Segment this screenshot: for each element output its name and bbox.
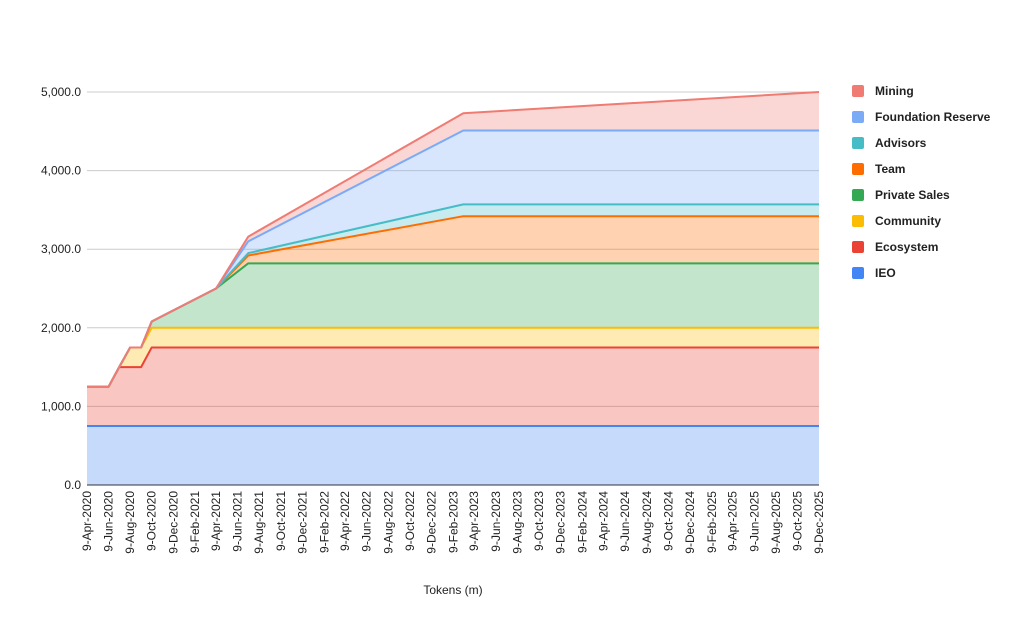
- area-advisors: [87, 204, 819, 387]
- legend-item-mining: Mining: [852, 84, 914, 98]
- area-foundation-reserve: [87, 130, 819, 387]
- area-team: [87, 216, 819, 387]
- legend-label: Private Sales: [875, 188, 950, 202]
- legend-item-foundation-reserve: Foundation Reserve: [852, 110, 991, 124]
- x-tick-label: 9-Feb-2022: [317, 491, 331, 553]
- legend-label: Team: [875, 162, 905, 176]
- y-tick-label: 0.0: [64, 478, 81, 492]
- x-tick-label: 9-Aug-2023: [510, 491, 524, 554]
- legend-label: Ecosystem: [875, 240, 938, 254]
- x-tick-label: 9-Dec-2020: [166, 491, 180, 554]
- x-tick-label: 9-Feb-2025: [705, 491, 719, 553]
- legend-swatch: [852, 137, 864, 149]
- x-tick-label: 9-Feb-2021: [188, 491, 202, 553]
- x-tick-label: 9-Aug-2021: [252, 491, 266, 554]
- area-ecosystem: [87, 347, 819, 427]
- y-tick-label: 1,000.0: [41, 399, 81, 413]
- x-tick-label: 9-Oct-2020: [145, 491, 159, 551]
- x-tick-label: 9-Dec-2025: [812, 491, 826, 554]
- x-tick-label: 9-Jun-2020: [102, 491, 116, 552]
- x-tick-label: 9-Apr-2024: [597, 491, 611, 551]
- legend-swatch: [852, 215, 864, 227]
- legend-item-community: Community: [852, 214, 941, 228]
- legend-swatch: [852, 111, 864, 123]
- legend-item-ieo: IEO: [852, 266, 896, 280]
- legend-swatch: [852, 163, 864, 175]
- legend-label: Foundation Reserve: [875, 110, 991, 124]
- legend-label: Community: [875, 214, 941, 228]
- x-tick-label: 9-Oct-2022: [403, 491, 417, 551]
- area-ieo: [87, 426, 819, 485]
- x-tick-label: 9-Jun-2024: [618, 491, 632, 552]
- y-tick-label: 5,000.0: [41, 85, 81, 99]
- x-tick-label: 9-Dec-2021: [295, 491, 309, 554]
- x-tick-label: 9-Jun-2023: [489, 491, 503, 552]
- legend-label: Mining: [875, 84, 914, 98]
- x-tick-label: 9-Oct-2021: [274, 491, 288, 551]
- y-tick-label: 2,000.0: [41, 321, 81, 335]
- area-mining: [87, 92, 819, 387]
- x-tick-label: 9-Dec-2023: [554, 491, 568, 554]
- y-tick-label: 4,000.0: [41, 164, 81, 178]
- series-lines: [87, 91, 820, 428]
- x-tick-label: 9-Jun-2021: [231, 491, 245, 552]
- x-tick-label: 9-Dec-2024: [683, 491, 697, 554]
- x-tick-labels: 9-Apr-2020 9-Jun-2020 9-Aug-2020 9-Oct-2020…: [80, 491, 826, 554]
- series-areas: [87, 92, 819, 485]
- x-tick-label: 9-Dec-2022: [424, 491, 438, 554]
- area-community: [87, 327, 819, 387]
- legend: Mining Foundation Reserve Advisors Team Priv…: [852, 84, 991, 280]
- x-tick-label: 9-Apr-2020: [80, 491, 94, 551]
- x-tick-label: 9-Feb-2023: [446, 491, 460, 553]
- x-tick-label: 9-Oct-2024: [661, 491, 675, 551]
- legend-item-advisors: Advisors: [852, 136, 927, 150]
- area-private-sales: [87, 263, 819, 387]
- legend-item-ecosystem: Ecosystem: [852, 240, 938, 254]
- x-tick-label: 9-Jun-2022: [360, 491, 374, 552]
- x-tick-label: 9-Oct-2023: [532, 491, 546, 551]
- y-tick-labels: 0.0 1,000.0 2,000.0 3,000.0 4,000.0 5,000.0: [41, 85, 81, 492]
- line-mining: [87, 91, 820, 388]
- legend-label: IEO: [875, 266, 896, 280]
- x-tick-label: 9-Aug-2022: [381, 491, 395, 554]
- x-tick-label: 9-Jun-2025: [747, 491, 761, 552]
- x-tick-label: 9-Aug-2024: [640, 491, 654, 554]
- x-tick-label: 9-Aug-2025: [769, 491, 783, 554]
- legend-swatch: [852, 241, 864, 253]
- x-axis-title: Tokens (m): [423, 583, 482, 597]
- legend-swatch: [852, 267, 864, 279]
- legend-item-private-sales: Private Sales: [852, 188, 950, 202]
- x-tick-label: 9-Apr-2022: [338, 491, 352, 551]
- x-tick-label: 9-Apr-2021: [209, 491, 223, 551]
- legend-label: Advisors: [875, 136, 927, 150]
- x-tick-label: 9-Apr-2025: [726, 491, 740, 551]
- legend-item-team: Team: [852, 162, 905, 176]
- legend-swatch: [852, 189, 864, 201]
- legend-swatch: [852, 85, 864, 97]
- x-tick-label: 9-Feb-2024: [575, 491, 589, 553]
- x-tick-label: 9-Oct-2025: [790, 491, 804, 551]
- y-tick-label: 3,000.0: [41, 242, 81, 256]
- x-tick-label: 9-Aug-2020: [123, 491, 137, 554]
- x-tick-label: 9-Apr-2023: [467, 491, 481, 551]
